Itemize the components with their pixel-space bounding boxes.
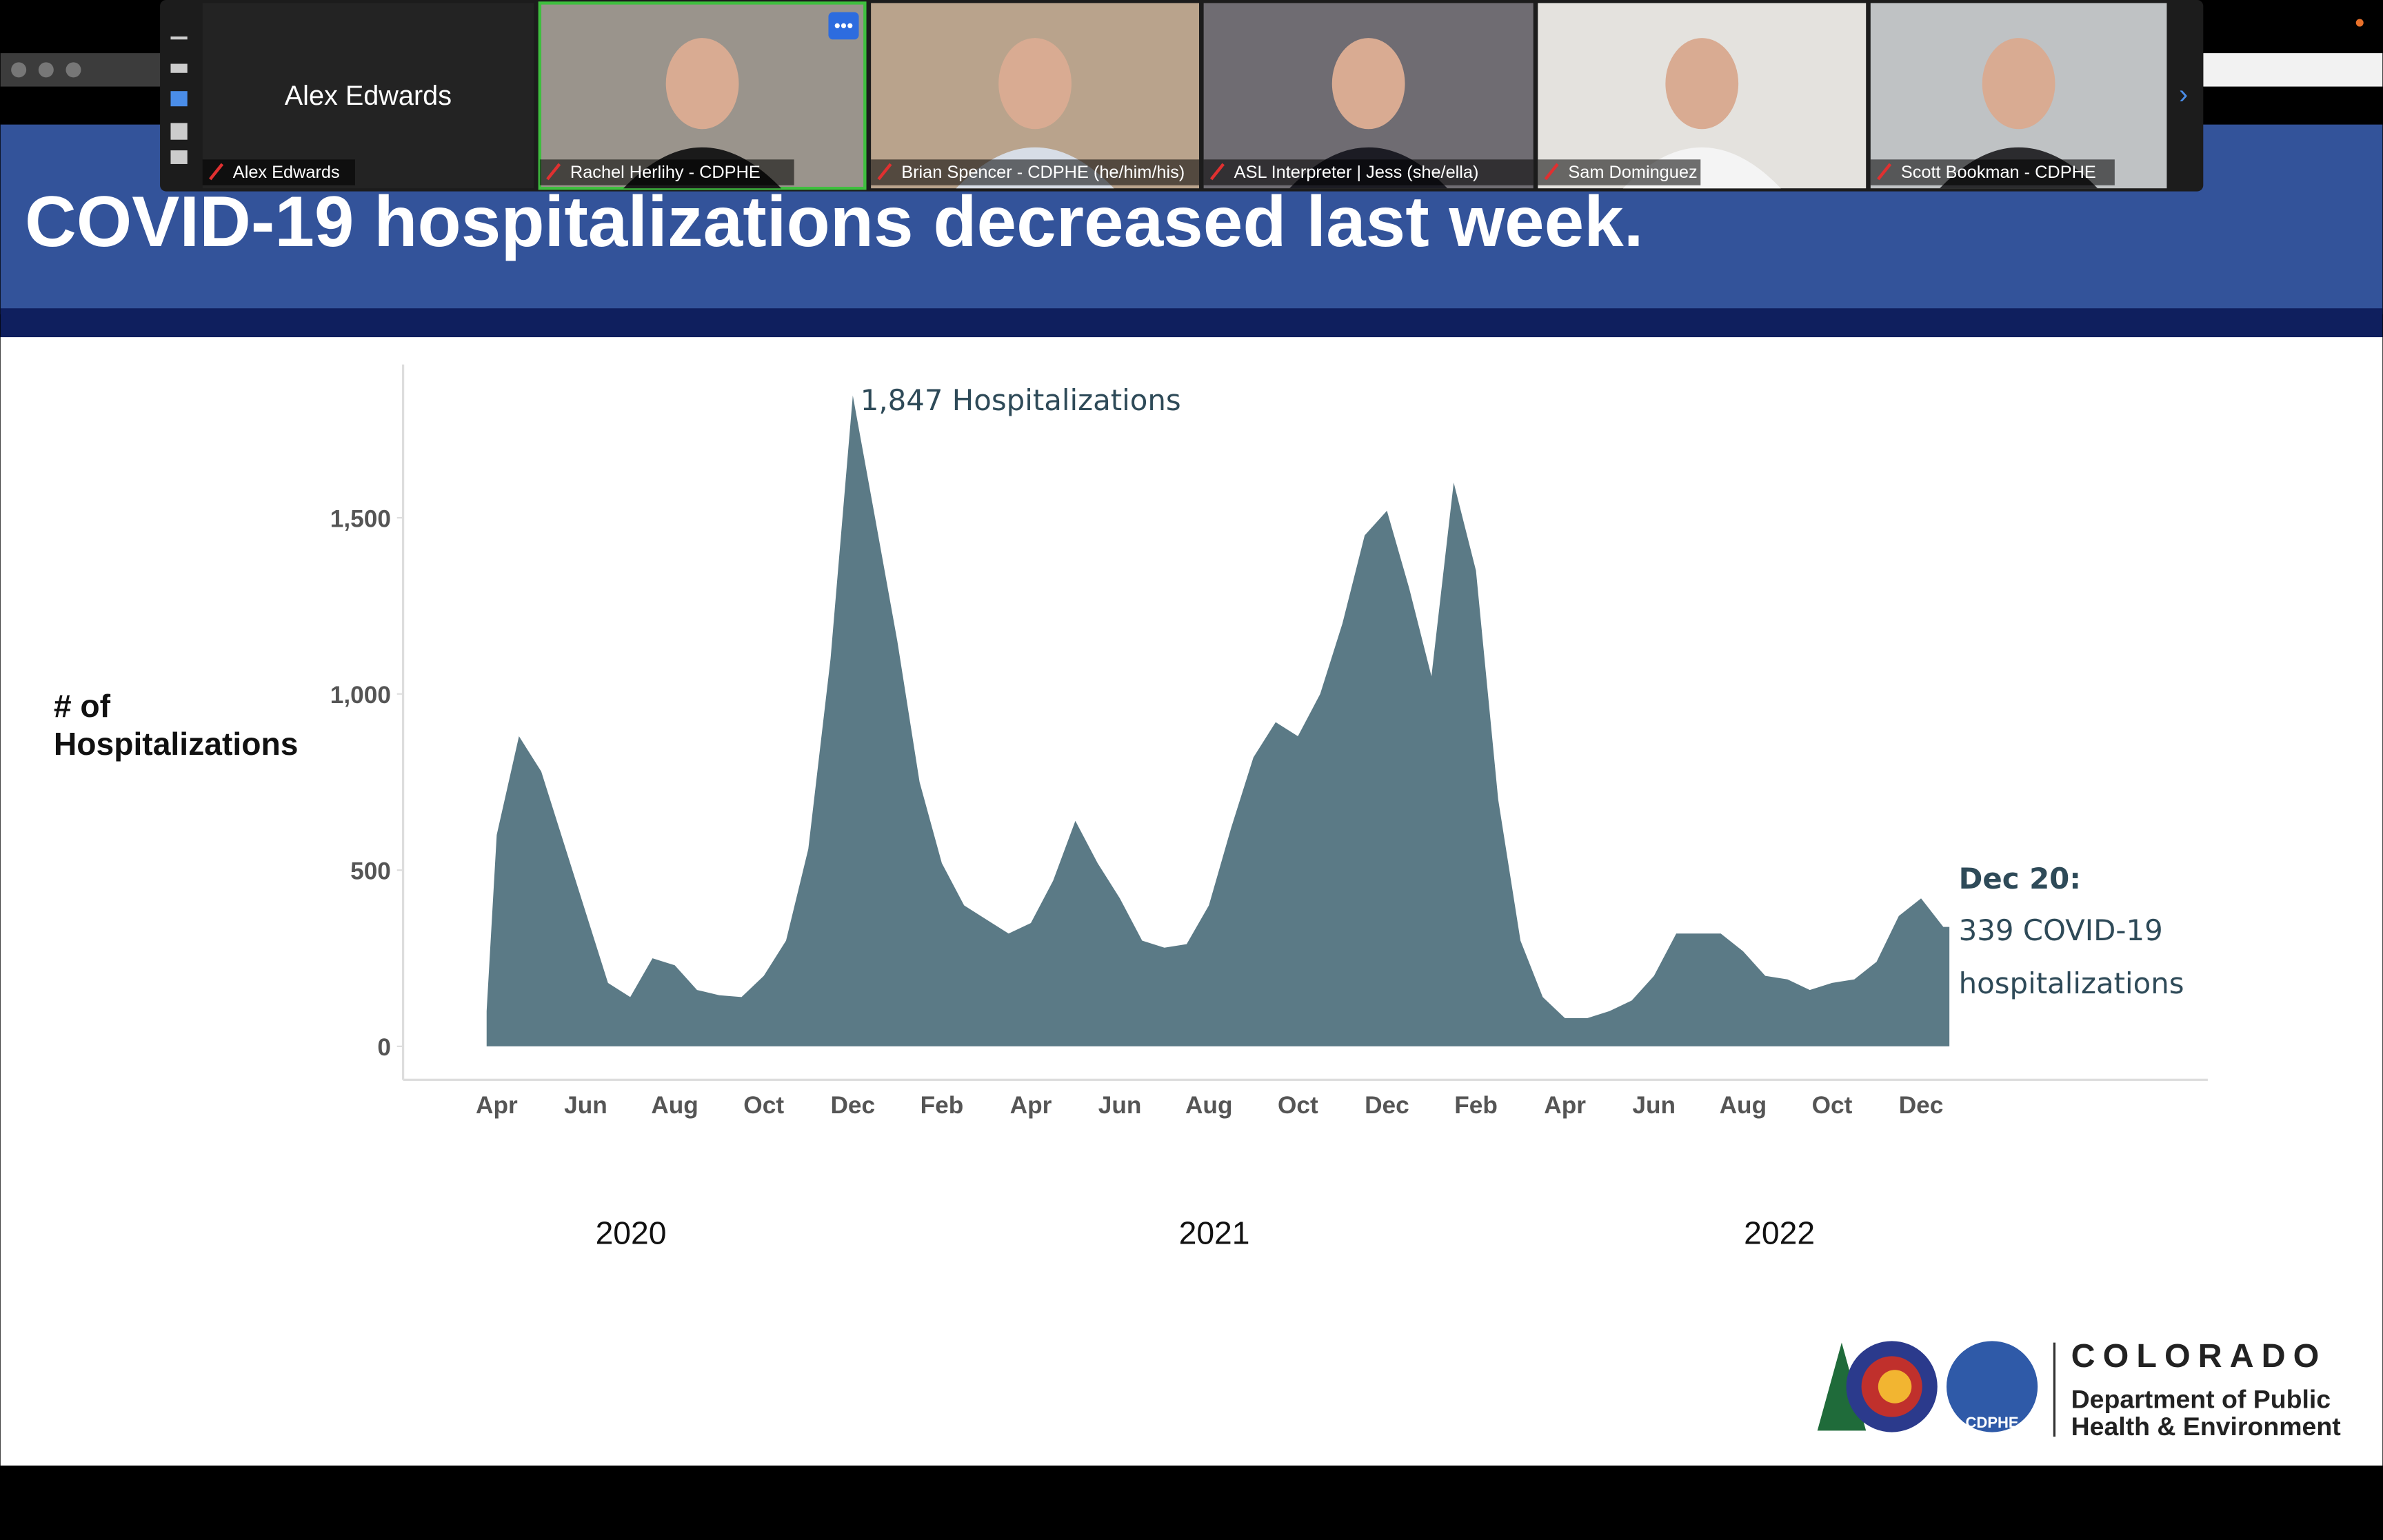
tool-icon[interactable] xyxy=(170,36,188,40)
year-label: 2021 xyxy=(1179,1215,1250,1250)
mute-icon xyxy=(1544,163,1559,181)
x-tick-label: Jun xyxy=(1632,1092,1676,1119)
x-tick-label: Dec xyxy=(830,1092,875,1119)
participant-display-name: Alex Edwards xyxy=(285,81,452,111)
logo-sun xyxy=(1878,1370,1912,1404)
strip-tools xyxy=(170,36,188,164)
window-chrome xyxy=(0,53,168,87)
y-tick-label: 0 xyxy=(377,1034,391,1061)
more-button-icon[interactable]: ••• xyxy=(834,15,854,36)
name-plate xyxy=(1203,159,1534,185)
logo-text: Department of Public xyxy=(2071,1384,2331,1413)
window-button[interactable] xyxy=(11,62,27,78)
logo: CDPHE COLORADO Department of Public Heal… xyxy=(1817,1337,2342,1441)
participant-tile[interactable]: Brian Spencer - CDPHE (he/him/his) xyxy=(871,3,1200,189)
logo-wordmark: COLORADO xyxy=(2071,1337,2327,1375)
window-chrome xyxy=(2203,53,2383,87)
mute-icon xyxy=(546,163,561,181)
participant-name: Brian Spencer - CDPHE (he/him/his) xyxy=(901,163,1185,182)
participant-face xyxy=(1982,38,2055,130)
mute-icon xyxy=(1877,163,1892,181)
participant-tile[interactable]: Scott Bookman - CDPHE xyxy=(1870,3,2167,189)
x-tick-label: Jun xyxy=(1098,1092,1142,1119)
x-tick-label: Oct xyxy=(743,1092,784,1119)
logo-badge xyxy=(1946,1341,2038,1432)
slide-title: COVID-19 hospitalizations decreased last… xyxy=(25,181,1644,261)
participant-tile[interactable]: Sam Dominguez xyxy=(1538,3,1867,189)
end-annotation: 339 COVID-19 xyxy=(1959,913,2163,947)
window-button[interactable] xyxy=(66,62,81,78)
mute-icon xyxy=(209,163,224,181)
x-tick-label: Feb xyxy=(921,1092,964,1119)
name-plate xyxy=(539,159,794,185)
x-tick-label: Oct xyxy=(1812,1092,1853,1119)
tool-icon[interactable] xyxy=(170,123,188,140)
year-label: 2020 xyxy=(596,1215,667,1250)
participant-face xyxy=(1331,38,1405,130)
hospitalizations-area xyxy=(486,395,1950,1046)
logo-badge-text: CDPHE xyxy=(1966,1414,2019,1431)
participant-name: Sam Dominguez xyxy=(1568,163,1697,182)
year-label: 2022 xyxy=(1744,1215,1815,1250)
end-annotation: Dec 20: xyxy=(1959,862,2081,895)
participant-name: Alex Edwards xyxy=(233,163,340,182)
x-tick-label: Aug xyxy=(1185,1092,1233,1119)
slide-body xyxy=(0,337,2383,1466)
logo-text: Health & Environment xyxy=(2071,1412,2342,1441)
x-tick-label: Jun xyxy=(564,1092,607,1119)
x-tick-label: Apr xyxy=(1544,1092,1586,1119)
y-tick-label: 500 xyxy=(350,858,391,885)
x-tick-label: Apr xyxy=(1010,1092,1052,1119)
name-plate xyxy=(1538,159,1701,185)
name-plate xyxy=(1870,159,2115,185)
tool-icon[interactable] xyxy=(170,150,188,164)
next-page[interactable]: › xyxy=(2179,79,2188,110)
participant-tile[interactable]: Alex Edwards Alex Edwards xyxy=(202,3,534,189)
participant-face xyxy=(1665,38,1739,130)
participant-face xyxy=(998,38,1072,130)
participant-tile[interactable]: ••• Rachel Herlihy - CDPHE xyxy=(538,1,867,190)
more-button[interactable] xyxy=(828,12,859,40)
y-tick-label: 1,500 xyxy=(330,505,391,532)
participant-face xyxy=(665,38,739,130)
mute-icon xyxy=(1209,163,1225,181)
tile-background xyxy=(202,3,534,189)
status-dot xyxy=(2355,19,2364,27)
participant-name: Scott Bookman - CDPHE xyxy=(1901,163,2096,182)
mute-icon xyxy=(877,163,892,181)
name-plate xyxy=(202,159,355,185)
tool-icon[interactable] xyxy=(170,63,188,73)
window-button[interactable] xyxy=(38,62,54,78)
y-axis-label: # of xyxy=(54,688,111,724)
x-tick-label: Aug xyxy=(1720,1092,1767,1119)
peak-annotation: 1,847 Hospitalizations xyxy=(861,383,1181,417)
x-tick-label: Feb xyxy=(1454,1092,1498,1119)
x-tick-label: Aug xyxy=(651,1092,698,1119)
participant-name: ASL Interpreter | Jess (she/ella) xyxy=(1234,163,1479,182)
name-plate xyxy=(871,159,1200,185)
participant-name: Rachel Herlihy - CDPHE xyxy=(570,163,761,182)
participant-tile[interactable]: ASL Interpreter | Jess (she/ella) xyxy=(1203,3,1534,189)
y-axis-label: Hospitalizations xyxy=(54,726,299,762)
x-tick-label: Apr xyxy=(476,1092,518,1119)
y-tick-label: 1,000 xyxy=(330,682,391,709)
x-tick-label: Dec xyxy=(1899,1092,1944,1119)
end-annotation: hospitalizations xyxy=(1959,966,2184,1000)
x-tick-label: Oct xyxy=(1278,1092,1318,1119)
x-tick-label: Dec xyxy=(1365,1092,1409,1119)
tool-icon[interactable] xyxy=(170,91,188,107)
title-stripe xyxy=(0,308,2383,339)
